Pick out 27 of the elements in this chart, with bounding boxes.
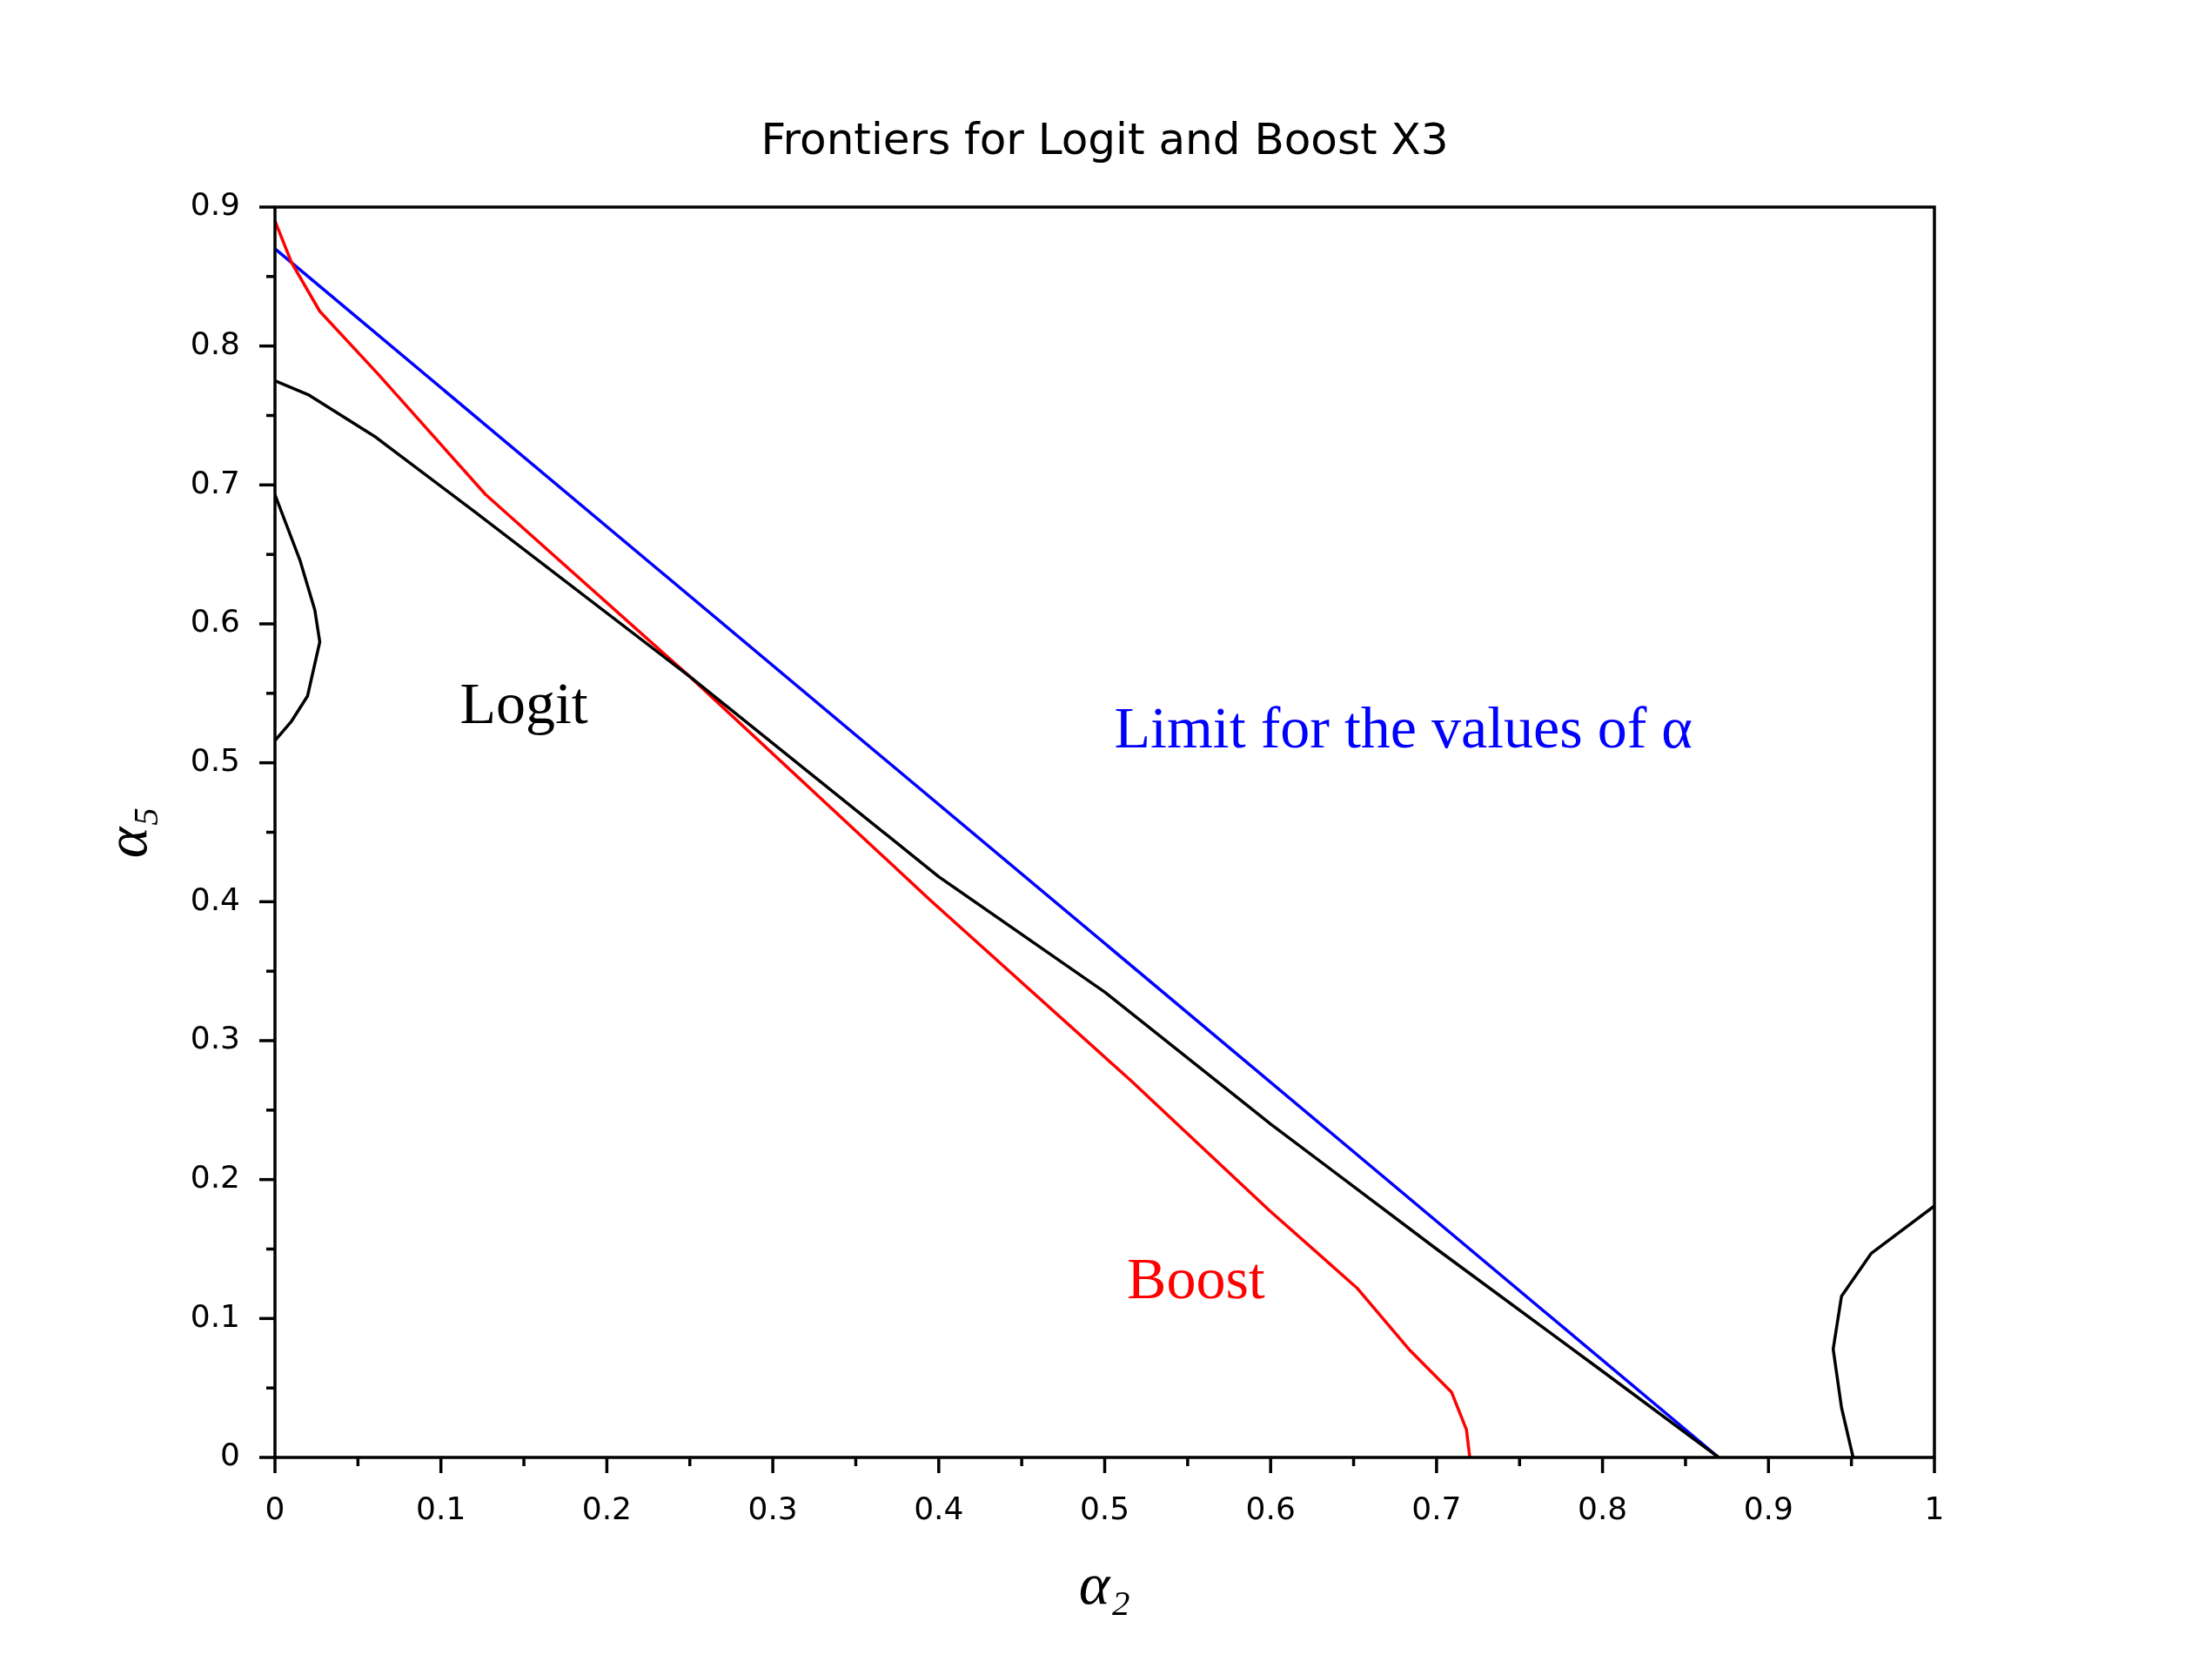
y-tick-label: 0.1	[190, 1297, 240, 1334]
x-tick-label: 0.5	[1079, 1490, 1130, 1526]
y-tick-label: 0.9	[190, 186, 240, 223]
x-tick-label: 0	[265, 1490, 285, 1526]
x-tick-label: 1	[1924, 1490, 1945, 1526]
x-axis-title: α₂	[1078, 1550, 1131, 1617]
y-axis-title: α₅	[92, 806, 159, 859]
y-tick-label: 0.7	[190, 464, 240, 500]
x-tick-label: 0.4	[914, 1490, 964, 1526]
chart-title: Frontiers for Logit and Boost X3	[761, 113, 1449, 164]
x-tick-label: 0.6	[1245, 1490, 1296, 1526]
x-tick-label: 0.7	[1411, 1490, 1462, 1526]
y-tick-label: 0.4	[190, 881, 240, 917]
x-tick-label: 0.3	[747, 1490, 798, 1526]
y-tick-label: 0.3	[190, 1020, 240, 1056]
x-tick-label: 0.1	[416, 1490, 466, 1526]
y-tick-label: 0.6	[190, 603, 240, 640]
y-tick-label: 0.2	[190, 1159, 240, 1196]
y-tick-label: 0.8	[190, 325, 240, 362]
x-tick-label: 0.2	[581, 1490, 633, 1526]
text: Limit for the values of α	[1114, 694, 1693, 761]
x-tick-label: 0.9	[1743, 1490, 1793, 1526]
x-tick-label: 0.8	[1577, 1490, 1628, 1526]
y-tick-label: 0	[220, 1437, 240, 1473]
y-tick-label: 0.5	[190, 742, 240, 779]
series-label: Boost	[1127, 1244, 1265, 1311]
series-label: Logit	[459, 669, 588, 736]
